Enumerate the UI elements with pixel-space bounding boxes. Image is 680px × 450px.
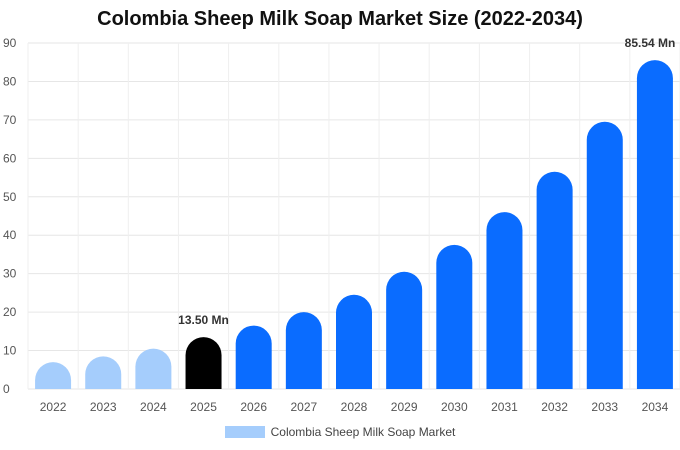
x-tick-label: 2026 bbox=[240, 400, 267, 414]
bar-2030 bbox=[436, 244, 473, 389]
bar-2028 bbox=[336, 294, 372, 389]
chart-title: Colombia Sheep Milk Soap Market Size (20… bbox=[97, 8, 583, 30]
data-label: 85.54 Mn bbox=[625, 36, 676, 50]
y-tick-label: 0 bbox=[3, 382, 10, 396]
bar-2024 bbox=[135, 348, 172, 389]
y-tick-label: 60 bbox=[3, 151, 17, 165]
legend: Colombia Sheep Milk Soap Market bbox=[0, 425, 680, 439]
y-tick-label: 80 bbox=[3, 74, 17, 88]
bar-2029 bbox=[386, 271, 423, 389]
y-tick-label: 90 bbox=[3, 36, 17, 50]
y-tick-label: 70 bbox=[3, 113, 17, 127]
y-tick-label: 50 bbox=[3, 190, 17, 204]
x-tick-label: 2029 bbox=[391, 400, 418, 414]
bar-2033 bbox=[586, 121, 623, 390]
x-tick-label: 2030 bbox=[441, 400, 468, 414]
x-tick-label: 2023 bbox=[90, 400, 117, 414]
y-tick-label: 10 bbox=[3, 344, 17, 358]
bar-2025 bbox=[185, 337, 222, 389]
x-tick-label: 2034 bbox=[642, 400, 669, 414]
bar-2034 bbox=[636, 60, 673, 389]
x-tick-label: 2025 bbox=[190, 400, 217, 414]
bar-2031 bbox=[486, 212, 523, 389]
bar-2022 bbox=[35, 362, 72, 389]
bar-2027 bbox=[285, 312, 322, 389]
bar-2023 bbox=[85, 356, 122, 389]
x-tick-label: 2024 bbox=[140, 400, 167, 414]
x-tick-label: 2031 bbox=[491, 400, 518, 414]
legend-swatch bbox=[224, 426, 265, 438]
bar-2026 bbox=[235, 325, 272, 389]
y-tick-label: 20 bbox=[3, 305, 17, 319]
y-tick-label: 40 bbox=[3, 228, 17, 242]
x-tick-label: 2032 bbox=[541, 400, 568, 414]
x-tick-label: 2022 bbox=[40, 400, 67, 414]
bar-2032 bbox=[536, 171, 573, 389]
x-tick-label: 2028 bbox=[341, 400, 368, 414]
x-tick-label: 2033 bbox=[591, 400, 618, 414]
x-tick-label: 2027 bbox=[290, 400, 317, 414]
data-label: 13.50 Mn bbox=[178, 313, 229, 327]
y-tick-label: 30 bbox=[3, 267, 17, 281]
legend-label: Colombia Sheep Milk Soap Market bbox=[270, 425, 456, 439]
